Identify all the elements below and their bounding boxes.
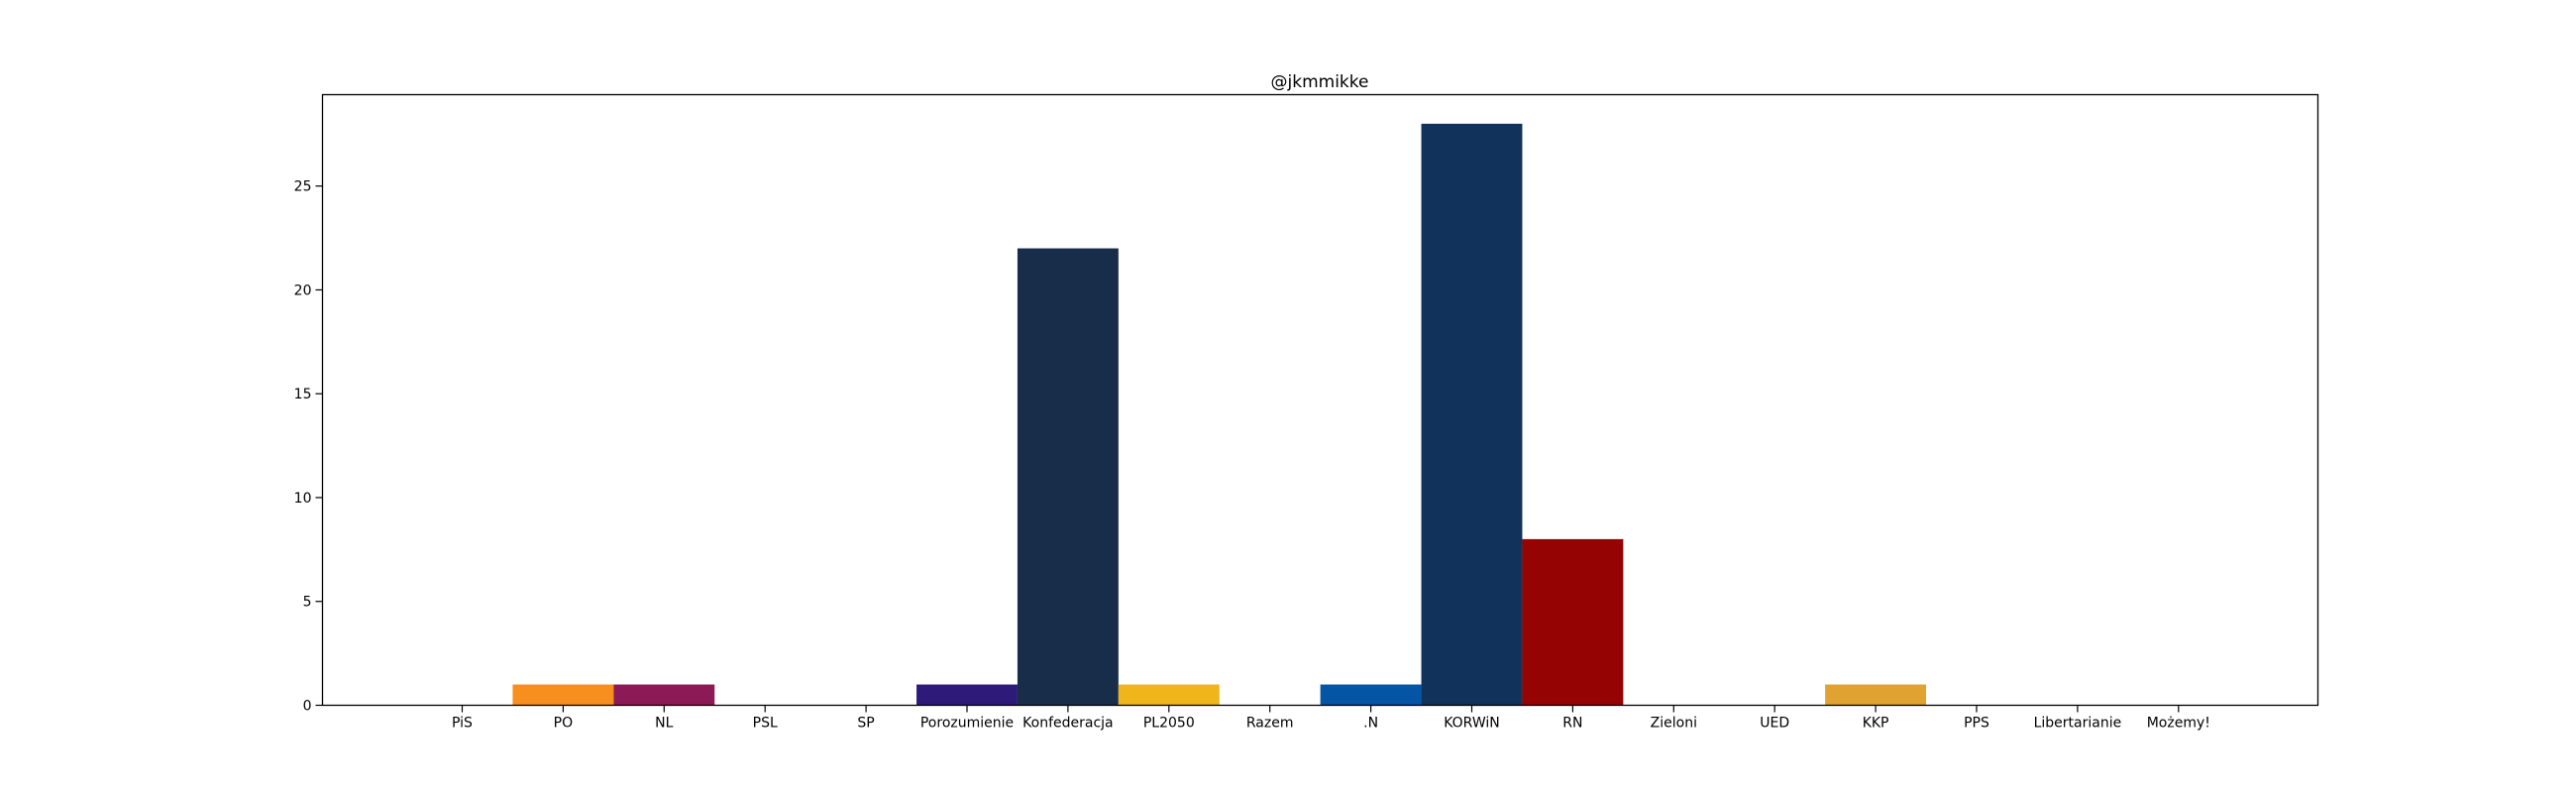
x-tick-label: Zieloni: [1651, 716, 1697, 732]
y-axis: 0 5 10 15 20 25: [294, 179, 323, 715]
bar-5: [916, 684, 1018, 706]
x-tick-label: Możemy!: [2147, 716, 2210, 732]
y-tick-label: 10: [294, 491, 312, 507]
chart-title: @jkmmikke: [1271, 72, 1369, 92]
x-tick-label: PPS: [1964, 716, 1989, 732]
x-tick-label: .N: [1363, 716, 1378, 732]
bar-9: [1320, 684, 1422, 706]
x-tick-label: PL2050: [1143, 716, 1195, 732]
x-tick-label: NL: [655, 716, 673, 732]
bar-6: [1017, 248, 1119, 706]
x-tick-label: PO: [554, 716, 573, 732]
x-tick-label: Libertarianie: [2034, 716, 2122, 732]
bar-11: [1522, 538, 1624, 706]
bar-14: [1825, 684, 1927, 706]
x-tick-label: RN: [1562, 716, 1582, 732]
x-axis: PiS PO NL PSL SP Porozumienie Konfederacja PL20…: [452, 705, 2210, 732]
bar-2: [613, 684, 715, 706]
x-tick-label: UED: [1760, 716, 1789, 732]
x-tick-label: KKP: [1863, 716, 1889, 732]
x-tick-label: PiS: [452, 716, 473, 732]
y-tick-label: 15: [294, 387, 312, 402]
bars-group: [512, 123, 1927, 706]
x-tick-label: Porozumienie: [920, 716, 1014, 732]
x-tick-label: Konfederacja: [1022, 716, 1113, 732]
x-tick-label: KORWiN: [1444, 716, 1500, 732]
y-tick-label: 0: [303, 699, 312, 715]
bar-10: [1421, 123, 1523, 706]
x-tick-label: Razem: [1246, 716, 1294, 732]
bar-1: [512, 684, 614, 706]
plot-frame: [321, 93, 2319, 707]
x-tick-label: PSL: [753, 716, 778, 732]
y-tick-label: 20: [294, 283, 312, 298]
y-tick-label: 5: [303, 595, 312, 611]
y-tick-label: 25: [294, 179, 312, 195]
bar-7: [1118, 684, 1220, 706]
x-tick-label: SP: [857, 716, 874, 732]
